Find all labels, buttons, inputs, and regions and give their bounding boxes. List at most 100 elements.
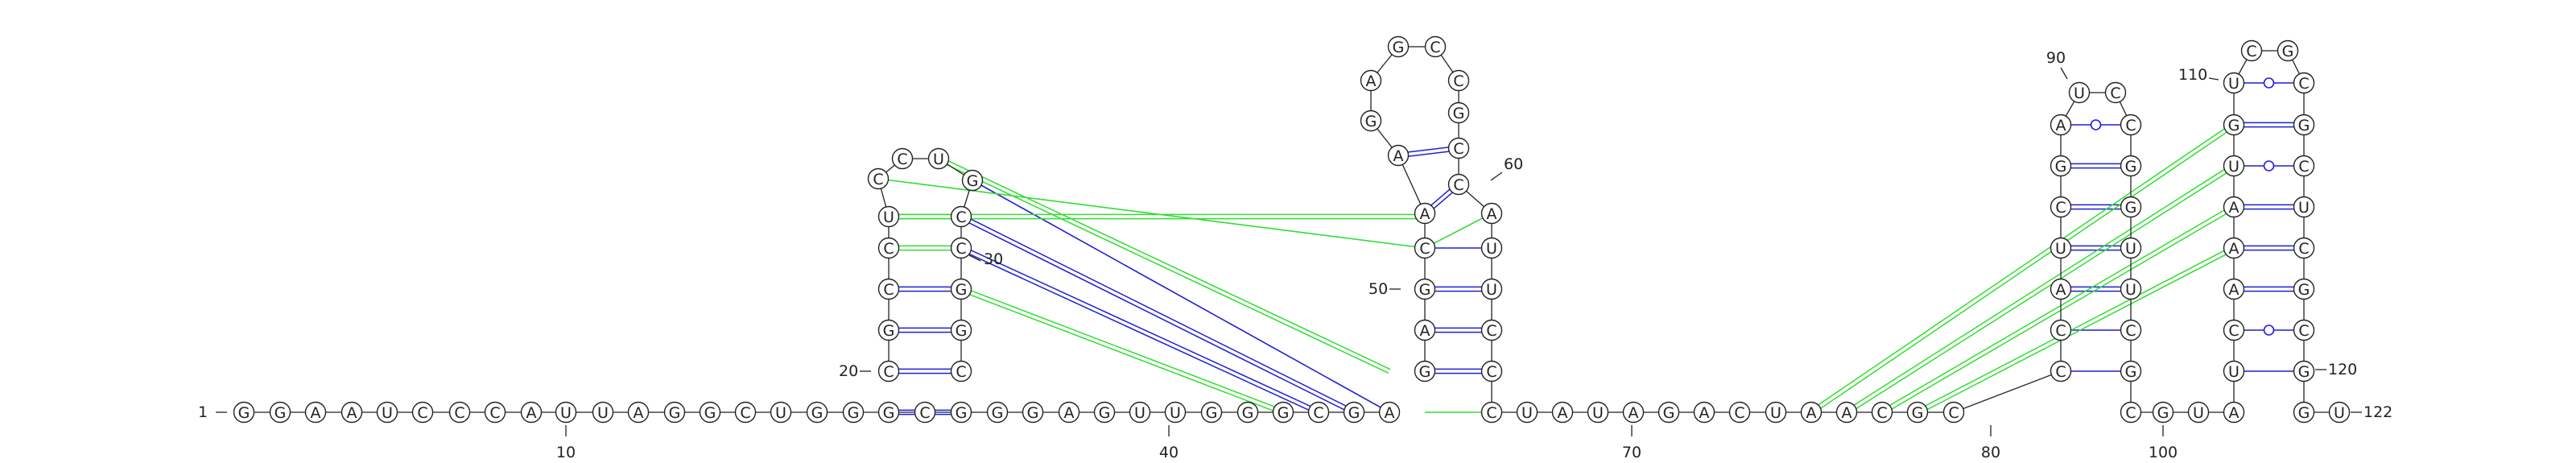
nucleotide-letter: G	[883, 322, 895, 340]
nucleotide-letter: C	[1486, 404, 1496, 422]
nucleotide: G	[1236, 401, 1259, 424]
nucleotide-letter: G	[2298, 363, 2310, 381]
nucleotide: U	[1480, 278, 1503, 300]
nucleotide-letter: U	[382, 404, 393, 422]
nucleotide-letter: U	[2125, 240, 2136, 258]
position-label-40: 40	[1159, 425, 1179, 461]
nucleotide: U	[1516, 401, 1538, 424]
nucleotide-letter: U	[1170, 404, 1181, 422]
nucleotide: U	[2120, 237, 2142, 259]
nucleotide: G	[699, 401, 721, 424]
svg-text:90: 90	[2046, 49, 2066, 67]
nucleotide: G	[806, 401, 828, 424]
nucleotide: G	[877, 401, 900, 424]
position-label-50: 50	[1368, 280, 1401, 298]
nucleotide-letter: G	[1419, 363, 1431, 381]
nucleotide-letter: U	[597, 404, 609, 422]
nucleotide: C	[1480, 401, 1503, 424]
nucleotide: G	[1272, 401, 1294, 424]
nucleotide-letter: U	[1592, 404, 1604, 422]
nucleotide-letter: C	[956, 209, 966, 226]
nucleotide: G	[950, 278, 972, 300]
position-label-60: 60	[1490, 155, 1523, 181]
backbone-link	[1953, 370, 2062, 413]
nucleotide: A	[627, 401, 650, 424]
base-pair-bond	[960, 249, 1319, 415]
nucleotide-letter: G	[1663, 404, 1675, 422]
position-label-110: 110	[2178, 66, 2219, 84]
position-label-80: 80	[1981, 425, 2000, 461]
nucleotide-letter: G	[1099, 404, 1111, 422]
nucleotide-letter: C	[2125, 117, 2136, 134]
nucleotide-letter: C	[2228, 322, 2239, 340]
nucleotide-letter: G	[1365, 113, 1377, 130]
nucleotide-letter: C	[873, 171, 883, 188]
nucleotide-letter: G	[883, 404, 895, 422]
nucleotide: C	[1480, 319, 1503, 341]
nucleotide-letter: G	[704, 404, 716, 422]
nucleotide-letter: C	[1453, 176, 1463, 194]
nucleotide-letter: U	[2228, 75, 2240, 93]
position-label-10: 10	[556, 425, 576, 461]
nucleotide: G	[2277, 39, 2299, 62]
nucleotide-letter: C	[1453, 140, 1463, 158]
nucleotide-letter: U	[775, 404, 786, 422]
nucleotide: C	[2293, 319, 2315, 341]
nucleotide-letter: C	[1419, 240, 1430, 258]
nucleotide: G	[877, 319, 900, 341]
nucleotide-letter: A	[1629, 404, 1639, 422]
nucleotide-letter: U	[2228, 158, 2240, 176]
svg-text:80: 80	[1981, 444, 2000, 461]
svg-text:10: 10	[556, 444, 576, 461]
nucleotide-letter: G	[967, 172, 979, 190]
nucleotide-letter: U	[2334, 404, 2345, 422]
nucleotide-letter: C	[489, 404, 500, 422]
pseudoknot-bond	[1882, 208, 2235, 415]
nucleotide-letter: U	[560, 404, 572, 422]
nucleotide-letter: C	[2055, 363, 2066, 381]
nucleotide: C	[877, 237, 900, 259]
nucleotide-letter: C	[956, 363, 966, 381]
nucleotide-letter: C	[1430, 39, 1440, 56]
nucleotide-letter: A	[1487, 205, 1497, 223]
nucleotide: C	[411, 401, 434, 424]
svg-text:120: 120	[2328, 361, 2357, 378]
nucleotide: U	[1129, 401, 1151, 424]
nucleotide: G	[1022, 401, 1044, 424]
pseudoknot-bond	[937, 159, 1389, 374]
nucleotide-letter: C	[1453, 72, 1463, 90]
nucleotide: C	[2240, 39, 2263, 62]
nucleotide-letter: U	[933, 151, 944, 168]
nucleotide: C	[2104, 81, 2127, 104]
nucleotide-letter: C	[2125, 322, 2136, 340]
nucleotide: C	[867, 167, 890, 190]
nucleotide: U	[2223, 72, 2245, 94]
backbone-link	[1397, 155, 1426, 214]
svg-text:40: 40	[1159, 444, 1179, 461]
nucleotide-letter: G	[1419, 281, 1431, 299]
nucleotide: U	[2068, 81, 2091, 104]
nucleotide: C	[877, 360, 900, 382]
nucleotide-letter: G	[1242, 404, 1254, 422]
nucleotide: A	[1378, 401, 1401, 424]
nucleotide: G	[950, 401, 972, 424]
nucleotide-letter: C	[740, 404, 750, 422]
base-pair-bond	[961, 214, 1356, 411]
nucleotide: C	[2293, 237, 2315, 259]
nucleotide: G	[2152, 401, 2174, 424]
nucleotide-letter: C	[1486, 322, 1496, 340]
nucleotide-letter: G	[2298, 404, 2310, 422]
nucleotide: G	[986, 401, 1009, 424]
base-pair-bond	[972, 180, 1390, 413]
nucleotide: U	[2223, 360, 2245, 382]
nucleotide-letter: A	[1366, 72, 1377, 90]
nucleotide: U	[1587, 401, 1609, 424]
svg-text:122: 122	[2363, 403, 2392, 421]
nucleotide: C	[2050, 196, 2072, 218]
nucleotide-letter: U	[1521, 404, 1533, 422]
position-label-70: 70	[1622, 425, 1641, 461]
nucleotide-letter: G	[2282, 43, 2294, 60]
nucleotide: C	[1728, 401, 1751, 424]
nucleotide-letter: U	[1486, 281, 1497, 299]
